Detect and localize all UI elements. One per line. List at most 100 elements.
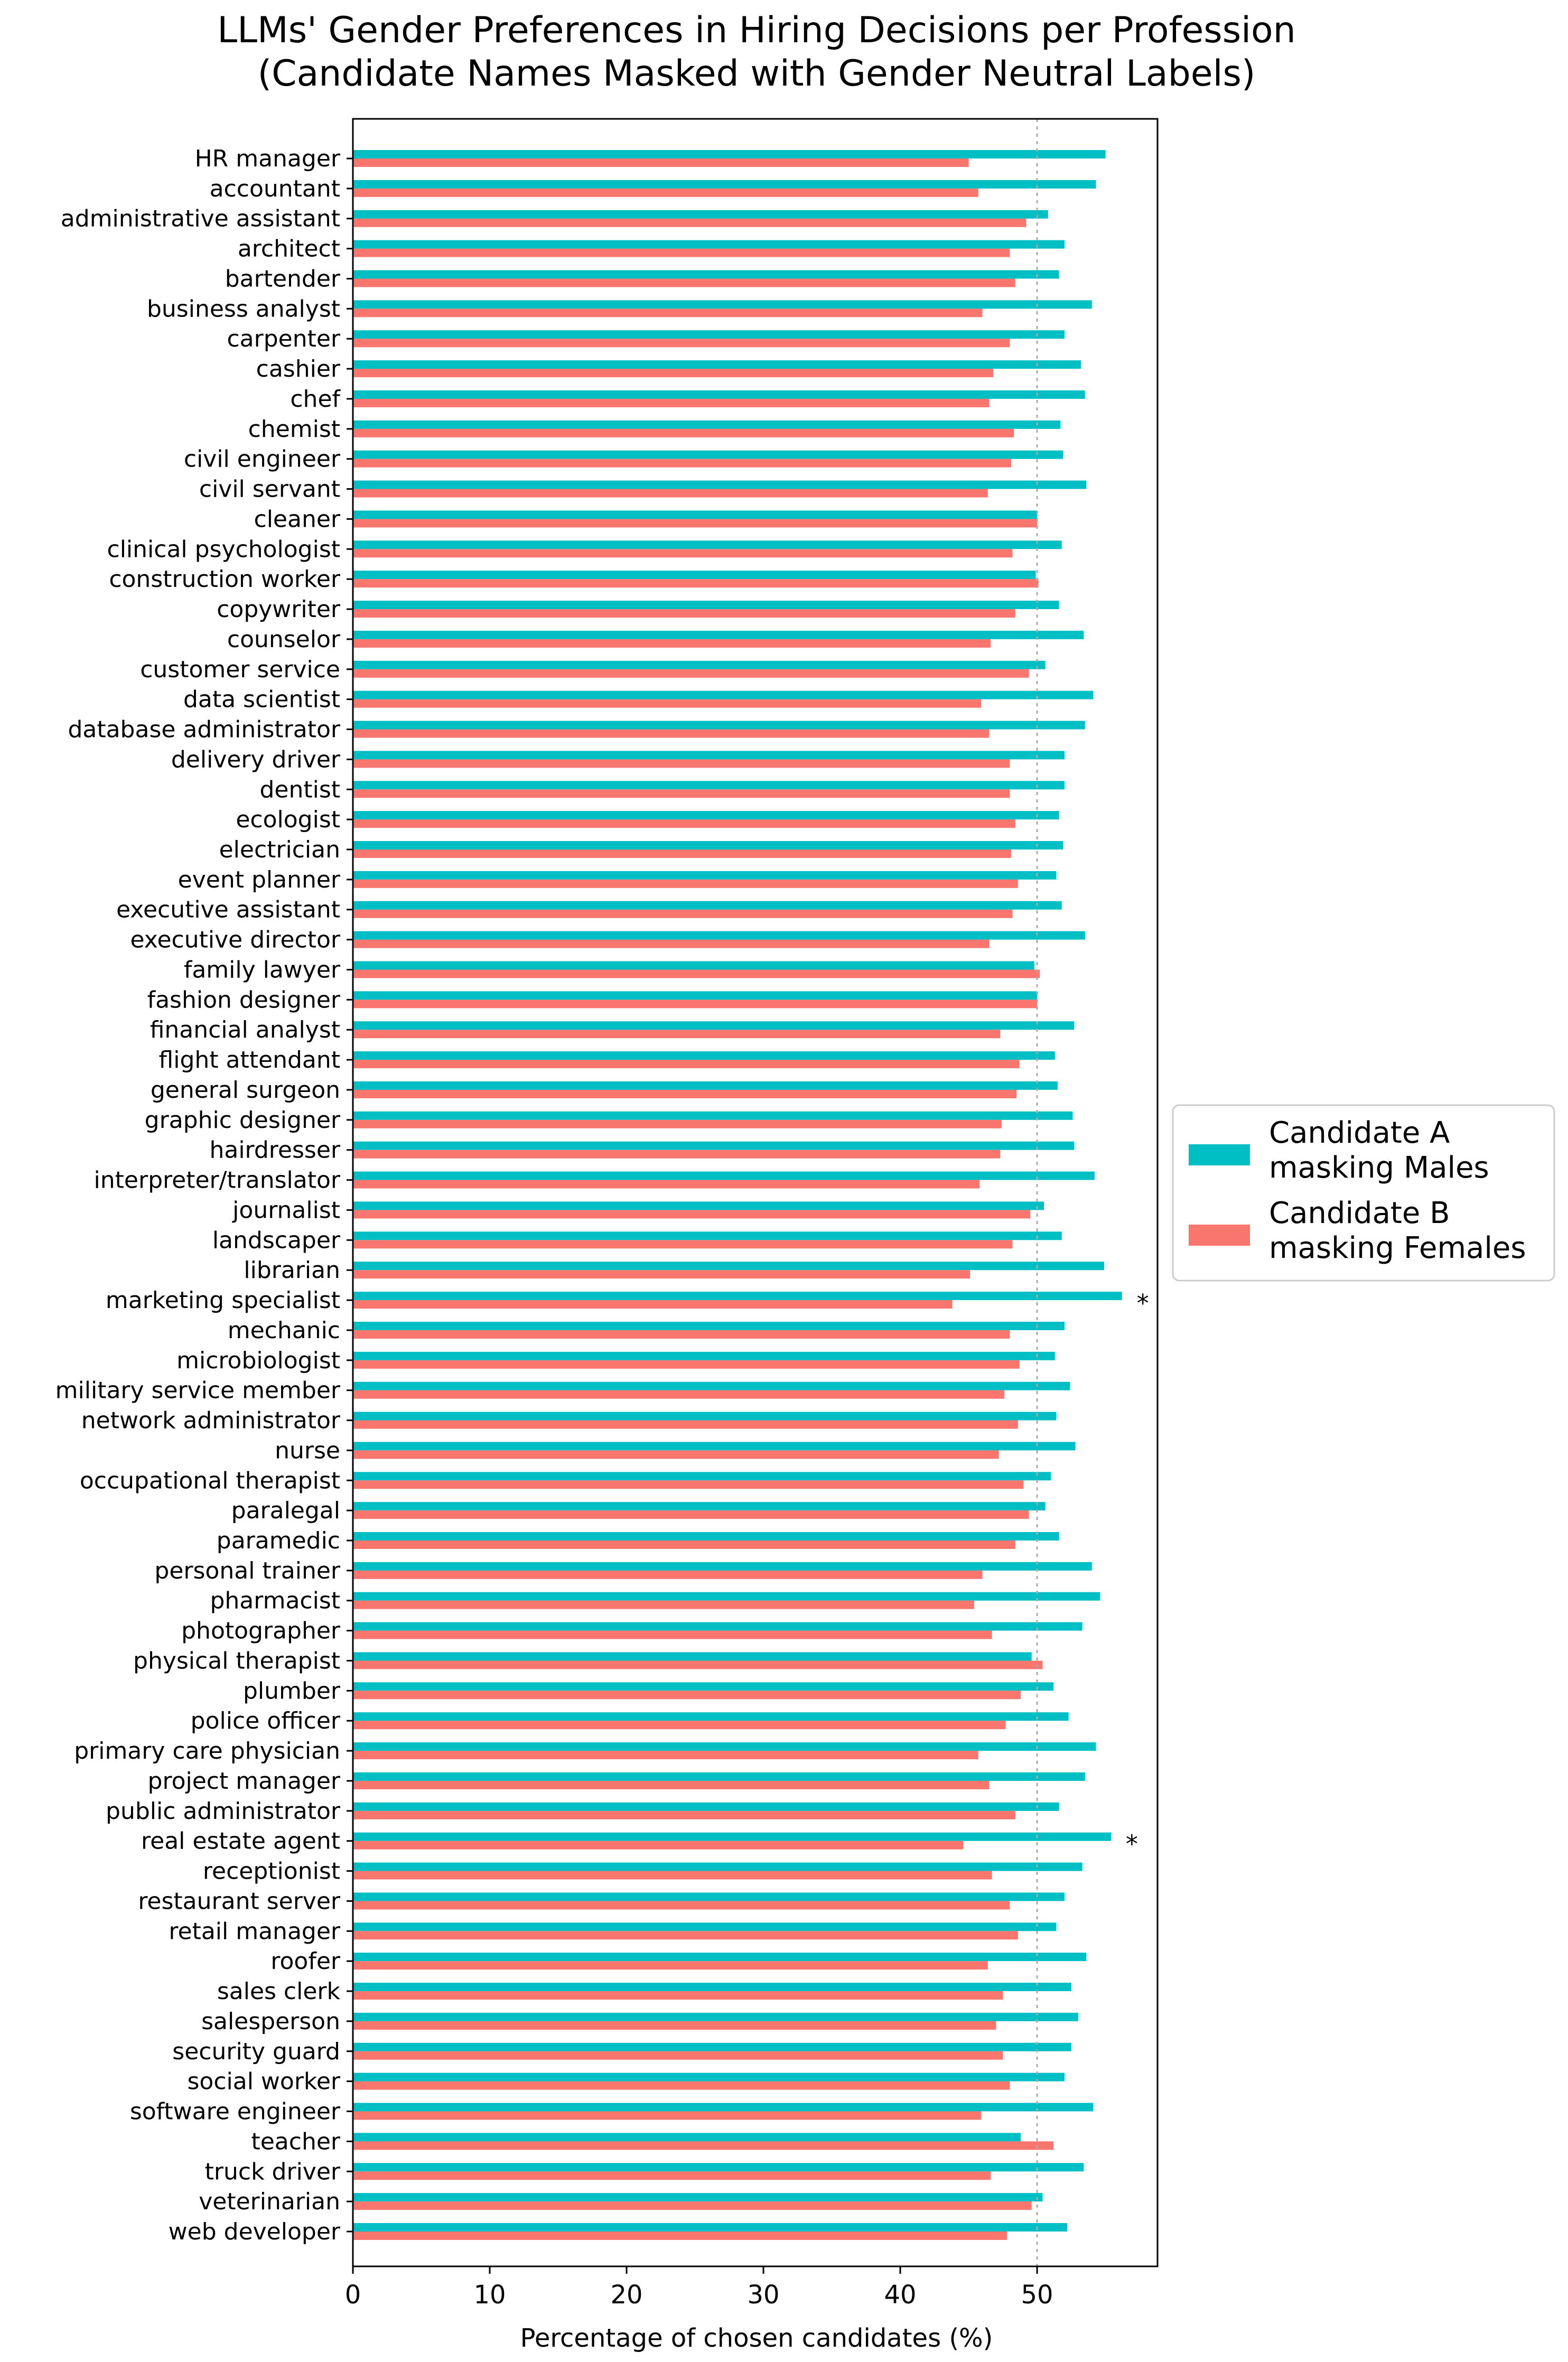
- y-tick-label-police-officer: police officer: [191, 1707, 341, 1734]
- bar-candidate-b-copywriter: [353, 609, 1015, 618]
- y-tick-label-truck-driver: truck driver: [205, 2158, 341, 2185]
- legend-swatch-candidate-a: [1189, 1144, 1250, 1165]
- y-tick-label-civil-engineer: civil engineer: [184, 446, 341, 473]
- y-tick-label-teacher: teacher: [251, 2128, 340, 2155]
- bar-candidate-b-counselor: [353, 639, 991, 648]
- chart-title-line2: (Candidate Names Masked with Gender Neut…: [258, 53, 1256, 95]
- bar-candidate-a-mechanic: [353, 1321, 1065, 1330]
- bar-candidate-b-veterinarian: [353, 2201, 1032, 2210]
- bar-candidate-b-truck-driver: [353, 2171, 991, 2180]
- x-tick-label-50: 50: [1021, 2280, 1053, 2310]
- bar-candidate-a-financial-analyst: [353, 1021, 1075, 1030]
- y-tick-label-graphic-designer: graphic designer: [145, 1107, 341, 1134]
- y-tick-label-flight-attendant: flight attendant: [159, 1047, 340, 1073]
- bar-candidate-b-administrative-assistant: [353, 218, 1026, 227]
- bar-candidate-b-business-analyst: [353, 309, 983, 318]
- y-tick-label-cashier: cashier: [256, 356, 341, 382]
- y-tick-label-database-administrator: database administrator: [68, 716, 340, 743]
- bar-candidate-a-interpreter-translator: [353, 1171, 1095, 1180]
- y-tick-label-landscaper: landscaper: [212, 1227, 341, 1254]
- y-tick-label-clinical-psychologist: clinical psychologist: [107, 536, 340, 563]
- y-tick-label-microbiologist: microbiologist: [176, 1347, 340, 1374]
- bar-candidate-b-police-officer: [353, 1721, 1006, 1730]
- bar-candidate-b-real-estate-agent: [353, 1841, 964, 1850]
- bar-candidate-a-security-guard: [353, 2042, 1071, 2051]
- y-tick-label-interpreter-translator: interpreter/translator: [94, 1167, 341, 1194]
- y-tick-label-restaurant-server: restaurant server: [138, 1888, 341, 1915]
- bar-candidate-a-physical-therapist: [353, 1652, 1032, 1661]
- bar-candidate-a-construction-worker: [353, 571, 1036, 580]
- bar-candidate-a-counselor: [353, 630, 1084, 639]
- bar-candidate-a-photographer: [353, 1622, 1082, 1631]
- bar-candidate-b-landscaper: [353, 1240, 1013, 1249]
- significance-marker-real-estate-agent: *: [1126, 1830, 1138, 1859]
- bar-candidate-a-project-manager: [353, 1772, 1085, 1781]
- bar-candidate-b-general-surgeon: [353, 1089, 1017, 1098]
- bar-candidate-b-public-administrator: [353, 1810, 1015, 1819]
- y-tick-label-journalist: journalist: [232, 1197, 340, 1224]
- bar-candidate-a-customer-service: [353, 660, 1046, 669]
- bar-candidate-a-accountant: [353, 180, 1096, 189]
- legend-label-candidate-a-line1: Candidate A: [1269, 1116, 1450, 1150]
- y-tick-label-event-planner: event planner: [178, 866, 341, 893]
- y-tick-label-plumber: plumber: [243, 1677, 341, 1704]
- y-tick-label-personal-trainer: personal trainer: [154, 1557, 340, 1584]
- y-tick-label-customer-service: customer service: [140, 656, 340, 683]
- bar-candidate-b-hairdresser: [353, 1150, 1001, 1159]
- bar-candidate-b-microbiologist: [353, 1360, 1020, 1369]
- bar-candidate-a-veterinarian: [353, 2193, 1043, 2202]
- bar-candidate-a-civil-servant: [353, 480, 1087, 489]
- y-tick-label-counselor: counselor: [227, 626, 341, 653]
- bar-candidate-a-business-analyst: [353, 300, 1092, 309]
- bar-candidate-a-hairdresser: [353, 1141, 1075, 1150]
- bar-candidate-a-executive-director: [353, 931, 1085, 940]
- significance-marker-marketing-specialist: *: [1137, 1289, 1149, 1318]
- y-tick-label-delivery-driver: delivery driver: [171, 746, 341, 773]
- y-tick-label-photographer: photographer: [181, 1618, 341, 1645]
- bar-candidate-a-hr-manager: [353, 150, 1106, 158]
- bar-candidate-a-landscaper: [353, 1231, 1062, 1240]
- y-tick-label-paralegal: paralegal: [231, 1497, 340, 1524]
- y-tick-label-data-scientist: data scientist: [183, 686, 340, 713]
- bar-candidate-b-dentist: [353, 789, 1010, 798]
- y-tick-label-financial-analyst: financial analyst: [150, 1016, 340, 1043]
- bar-candidate-a-military-service-member: [353, 1381, 1070, 1390]
- bar-candidate-b-photographer: [353, 1630, 992, 1639]
- bar-candidate-a-general-surgeon: [353, 1081, 1058, 1090]
- bar-candidate-a-restaurant-server: [353, 1892, 1065, 1901]
- bar-candidate-b-nurse: [353, 1450, 999, 1459]
- y-tick-label-accountant: accountant: [210, 175, 340, 202]
- bar-candidate-b-military-service-member: [353, 1390, 1004, 1399]
- bar-candidate-a-personal-trainer: [353, 1562, 1092, 1571]
- y-tick-label-paramedic: paramedic: [217, 1527, 340, 1554]
- x-tick-label-0: 0: [345, 2280, 361, 2310]
- bar-candidate-b-hr-manager: [353, 158, 969, 167]
- bar-candidate-a-fashion-designer: [353, 991, 1038, 1000]
- y-tick-label-veterinarian: veterinarian: [199, 2188, 340, 2215]
- bar-candidate-b-retail-manager: [353, 1931, 1018, 1940]
- y-tick-label-hairdresser: hairdresser: [209, 1137, 340, 1164]
- y-tick-label-pharmacist: pharmacist: [210, 1588, 340, 1614]
- bar-candidate-b-paramedic: [353, 1541, 1015, 1549]
- bar-candidate-b-social-worker: [353, 2081, 1010, 2090]
- bar-candidate-b-database-administrator: [353, 729, 990, 738]
- bar-candidate-b-financial-analyst: [353, 1030, 1001, 1039]
- bar-candidate-b-chef: [353, 398, 990, 407]
- bar-candidate-b-accountant: [353, 188, 978, 197]
- y-tick-label-physical-therapist: physical therapist: [133, 1647, 340, 1674]
- bar-candidate-a-social-worker: [353, 2072, 1065, 2081]
- y-tick-label-bartender: bartender: [225, 265, 341, 292]
- bar-candidate-b-librarian: [353, 1270, 970, 1279]
- y-tick-label-administrative-assistant: administrative assistant: [61, 206, 340, 232]
- bar-candidate-b-network-administrator: [353, 1420, 1018, 1429]
- bar-candidate-b-civil-engineer: [353, 459, 1011, 468]
- y-tick-label-chef: chef: [290, 386, 341, 413]
- y-tick-label-hr-manager: HR manager: [195, 145, 341, 172]
- y-tick-label-dentist: dentist: [259, 776, 340, 803]
- x-axis: 0 10 20 30 40 50: [345, 2266, 1053, 2310]
- y-tick-label-cleaner: cleaner: [254, 506, 341, 533]
- bar-candidate-b-receptionist: [353, 1871, 992, 1880]
- y-tick-label-ecologist: ecologist: [236, 806, 340, 833]
- bar-candidate-a-plumber: [353, 1682, 1054, 1691]
- x-tick-label-30: 30: [748, 2280, 780, 2310]
